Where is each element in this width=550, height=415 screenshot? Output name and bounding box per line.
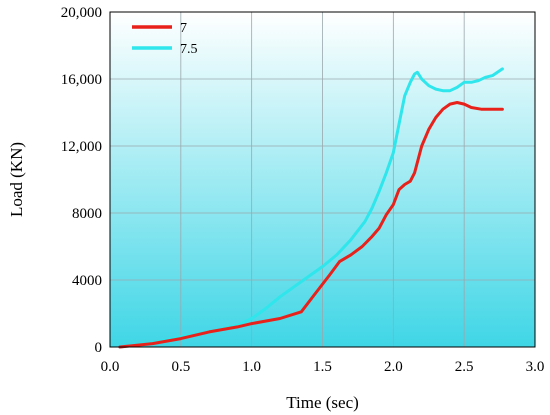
y-tick-label: 4000 xyxy=(72,273,102,289)
plot-border xyxy=(109,11,536,348)
gridlines xyxy=(110,12,535,347)
legend-label: 7.5 xyxy=(180,42,198,57)
x-tick-label: 1.0 xyxy=(242,359,261,375)
series-layer xyxy=(118,67,504,349)
x-tick-label: 0.5 xyxy=(171,359,190,375)
y-tick-label: 20,000 xyxy=(61,5,102,21)
x-tick-label: 2.0 xyxy=(384,359,403,375)
legend-label: 7 xyxy=(180,21,187,36)
x-tick-label: 3.0 xyxy=(526,359,545,375)
y-tick-labels: 0 4000 8000 12,000 16,000 20,000 xyxy=(61,5,102,356)
y-tick-label: 0 xyxy=(95,340,103,356)
x-axis-title: Time (sec) xyxy=(286,393,359,412)
x-tick-labels: 0.0 0.5 1.0 1.5 2.0 2.5 3.0 xyxy=(101,359,545,375)
y-tick-label: 12,000 xyxy=(61,139,102,155)
y-tick-label: 16,000 xyxy=(61,72,102,88)
x-tick-label: 1.5 xyxy=(313,359,332,375)
y-axis-title: Load (KN) xyxy=(7,142,26,217)
series-line-7 xyxy=(118,101,504,349)
y-tick-label: 8000 xyxy=(72,206,102,222)
legend: 77.5 xyxy=(132,21,198,57)
series-line-7-5 xyxy=(118,67,504,349)
x-tick-label: 0.0 xyxy=(101,359,120,375)
x-tick-label: 2.5 xyxy=(455,359,474,375)
